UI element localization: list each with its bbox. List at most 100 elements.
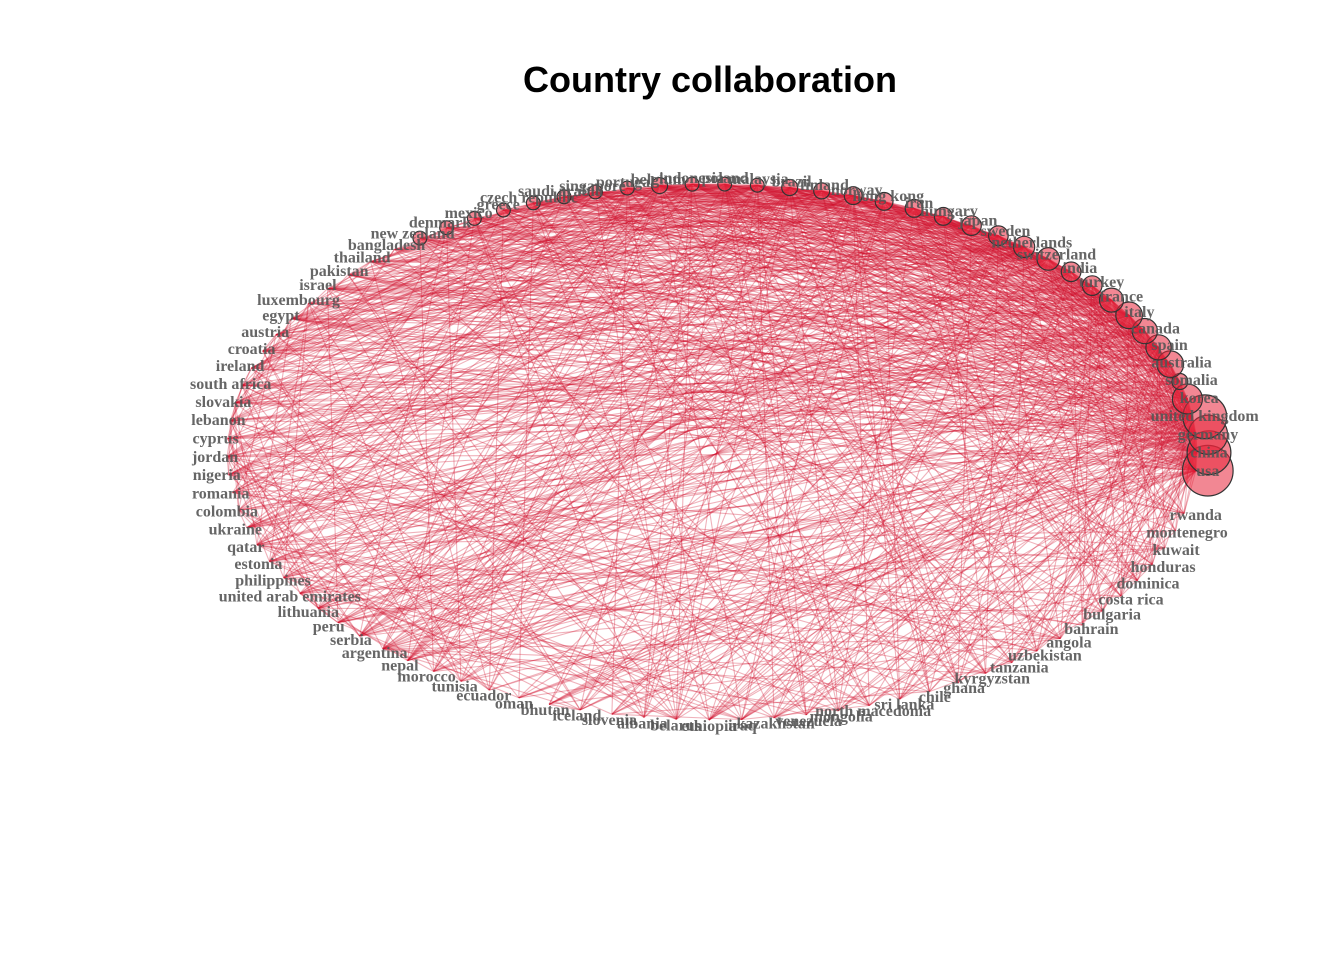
collaboration-edge (359, 271, 1072, 637)
collaboration-edge (971, 225, 1049, 260)
country-label: bangladesh (348, 237, 425, 254)
collaboration-edge (913, 207, 1188, 400)
collaboration-edge (1023, 246, 1194, 418)
collaboration-edge (626, 188, 710, 721)
collaboration-edge (382, 271, 1072, 650)
collaboration-edge (359, 246, 1025, 637)
collaboration-edge (262, 200, 885, 352)
collaboration-edge (318, 452, 1198, 609)
collaboration-edge (337, 470, 1196, 624)
collaboration-edge (708, 285, 1093, 721)
collaboration-edge (789, 187, 1181, 382)
collaboration-edge (473, 218, 743, 720)
collaboration-edge (419, 183, 693, 239)
collaboration-edge (997, 235, 1176, 532)
collaboration-edge (262, 334, 277, 352)
collaboration-edge (227, 346, 1159, 440)
collaboration-edge (579, 184, 693, 711)
collaboration-edge (241, 385, 319, 609)
collaboration-edge (262, 350, 462, 682)
collaboration-edge (228, 258, 1049, 476)
collaboration-edge (942, 216, 1038, 652)
collaboration-edge (691, 183, 1112, 301)
collaboration-edge (659, 185, 944, 217)
collaboration-edge (724, 183, 987, 674)
collaboration-edge (1023, 246, 1103, 612)
country-label: north macedonia (815, 703, 931, 720)
collaboration-edge (238, 434, 1197, 511)
collaboration-edge (942, 215, 1181, 382)
collaboration-edge (789, 187, 1197, 436)
collaboration-edge (227, 438, 285, 578)
collaboration-edge (283, 363, 1171, 579)
collaboration-edge (579, 434, 1197, 711)
collaboration-edge (757, 184, 1093, 287)
collaboration-edge (269, 398, 1188, 563)
collaboration-edge (307, 303, 462, 682)
collaboration-edge (997, 235, 1061, 639)
collaboration-edge (518, 470, 1196, 699)
collaboration-edge (659, 185, 999, 237)
collaboration-edge (852, 195, 1197, 472)
collaboration-edge (692, 183, 944, 217)
collaboration-edge (227, 285, 1093, 440)
collaboration-edge (1059, 452, 1198, 639)
collaboration-edge (446, 227, 1093, 287)
collaboration-edge (226, 456, 986, 674)
collaboration-edge (913, 207, 1198, 454)
country-label: honduras (1131, 559, 1196, 576)
country-label: japan (957, 213, 997, 230)
collaboration-edge (643, 184, 726, 718)
collaboration-edge (708, 201, 885, 721)
collaboration-edge (998, 235, 1181, 382)
collaboration-edge (235, 402, 1197, 436)
collaboration-edge (246, 225, 972, 529)
collaboration-edge (228, 416, 1193, 476)
country-node (843, 186, 863, 206)
collaboration-edge (269, 560, 742, 721)
collaboration-edge (275, 334, 1185, 515)
collaboration-edge (337, 271, 1072, 624)
collaboration-edge (659, 185, 1188, 400)
collaboration-edge (446, 227, 1025, 248)
country-label: nepal (381, 657, 419, 674)
collaboration-edge (724, 183, 999, 237)
collaboration-edge (1157, 347, 1166, 548)
collaboration-edge (370, 261, 1072, 273)
collaboration-edge (262, 285, 1093, 352)
collaboration-edge (626, 187, 1013, 663)
country-node (684, 176, 700, 192)
country-label: denmark (409, 215, 471, 232)
collaboration-edge (262, 288, 328, 352)
collaboration-edge (251, 190, 822, 369)
collaboration-edge (242, 384, 1196, 472)
country-node (749, 177, 765, 193)
collaboration-edge (773, 225, 973, 719)
collaboration-edge (337, 622, 520, 699)
collaboration-edge (821, 190, 959, 684)
collaboration-edge (579, 398, 1188, 711)
collaboration-edge (821, 190, 1130, 316)
collaboration-edge (291, 318, 1198, 454)
collaboration-edge (283, 563, 1153, 579)
collaboration-edge (227, 299, 1112, 458)
collaboration-edge (291, 184, 758, 320)
collaboration-edge (883, 200, 1197, 472)
collaboration-edge (241, 209, 504, 386)
collaboration-edge (269, 560, 613, 715)
collaboration-edge (548, 195, 854, 705)
collaboration-edge (242, 384, 1197, 436)
collaboration-edge (230, 183, 693, 422)
collaboration-edge (394, 185, 660, 250)
collaboration-edge (394, 248, 1130, 316)
collaboration-edge (1036, 363, 1171, 652)
collaboration-edge (234, 185, 660, 404)
collaboration-edge (227, 452, 1198, 458)
collaboration-edge (789, 186, 1146, 332)
collaboration-edge (432, 187, 628, 672)
collaboration-edge (789, 187, 930, 692)
country-label: qatar (227, 539, 264, 556)
collaboration-edge (691, 183, 1159, 348)
collaboration-edge (238, 509, 742, 721)
